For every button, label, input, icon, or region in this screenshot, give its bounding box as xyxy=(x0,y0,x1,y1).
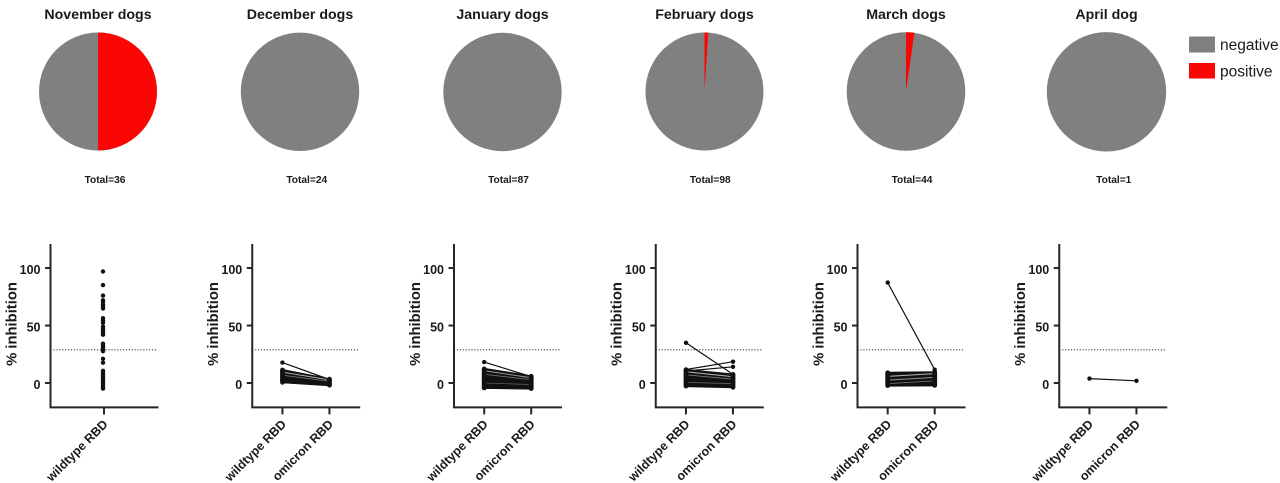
svg-text:50: 50 xyxy=(27,321,41,335)
svg-text:% inhibition: % inhibition xyxy=(408,282,424,366)
svg-text:0: 0 xyxy=(235,378,242,392)
svg-text:% inhibition: % inhibition xyxy=(1013,282,1029,366)
svg-text:50: 50 xyxy=(632,321,646,335)
svg-text:0: 0 xyxy=(437,378,444,392)
svg-text:50: 50 xyxy=(228,321,242,335)
svg-text:50: 50 xyxy=(430,321,444,335)
svg-text:positive: positive xyxy=(1220,64,1273,81)
svg-text:0: 0 xyxy=(1042,378,1049,392)
svg-text:April dog: April dog xyxy=(1075,7,1137,23)
svg-text:January dogs: January dogs xyxy=(456,7,548,23)
svg-text:100: 100 xyxy=(827,263,848,277)
svg-text:February dogs: February dogs xyxy=(655,7,754,23)
svg-text:100: 100 xyxy=(1028,263,1049,277)
svg-text:Total=1: Total=1 xyxy=(1096,175,1132,186)
svg-text:% inhibition: % inhibition xyxy=(206,282,222,366)
svg-text:100: 100 xyxy=(221,263,242,277)
svg-text:50: 50 xyxy=(1035,321,1049,335)
svg-text:Total=24: Total=24 xyxy=(286,175,327,186)
svg-text:December dogs: December dogs xyxy=(247,7,354,23)
svg-text:Total=44: Total=44 xyxy=(892,175,933,186)
svg-text:% inhibition: % inhibition xyxy=(610,282,626,366)
svg-text:0: 0 xyxy=(639,378,646,392)
svg-text:Total=36: Total=36 xyxy=(85,175,126,186)
svg-text:100: 100 xyxy=(20,263,41,277)
svg-text:100: 100 xyxy=(625,263,646,277)
svg-text:% inhibition: % inhibition xyxy=(811,282,827,366)
svg-text:% inhibition: % inhibition xyxy=(4,282,20,366)
svg-text:100: 100 xyxy=(423,263,444,277)
svg-text:March dogs: March dogs xyxy=(866,7,946,23)
svg-text:November dogs: November dogs xyxy=(44,7,151,23)
svg-text:Total=98: Total=98 xyxy=(690,175,731,186)
svg-text:50: 50 xyxy=(834,321,848,335)
svg-text:0: 0 xyxy=(34,378,41,392)
svg-text:Total=87: Total=87 xyxy=(488,175,529,186)
svg-text:0: 0 xyxy=(841,378,848,392)
svg-text:negative: negative xyxy=(1220,37,1279,54)
